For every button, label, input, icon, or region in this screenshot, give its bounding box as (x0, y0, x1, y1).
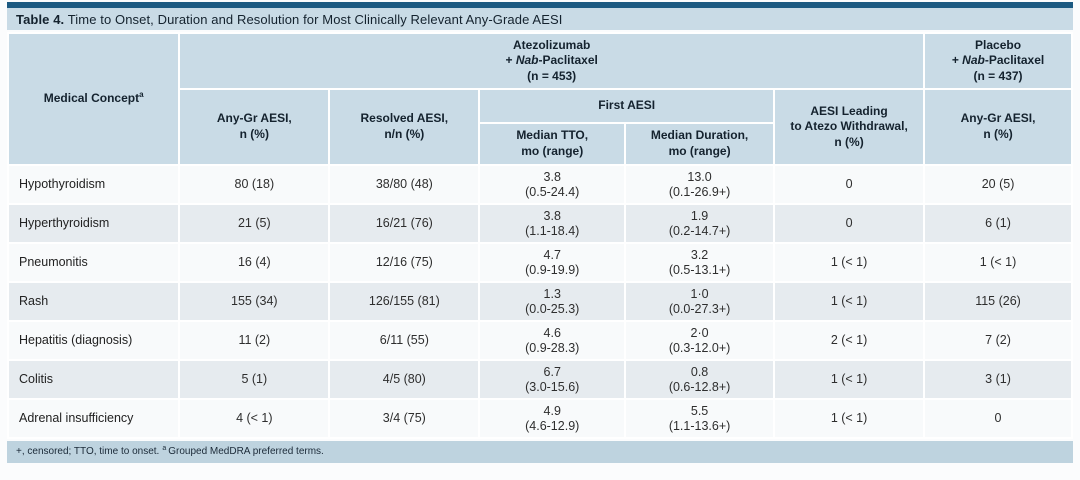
cell-resolved-aesi: 12/16 (75) (328, 242, 481, 283)
cell-medical-concept: Hepatitis (diagnosis) (6, 320, 181, 361)
cell-aesi-withdrawal: 1 (< 1) (773, 398, 926, 439)
cell-median-duration: 0.8 (0.6-12.8+) (624, 359, 776, 400)
cell-medical-concept: Rash (6, 281, 181, 322)
nab-italic: Nab (962, 53, 985, 68)
cell-median-tto: 3.8 (1.1-18.4) (478, 203, 627, 244)
table-header: Medical Concepta Atezolizumab + Nab-Pacl… (6, 32, 1073, 166)
col-header-resolved-aesi: Resolved AESI, n/n (%) (328, 88, 481, 166)
footnote-abbreviations: +, censored; TTO, time to onset. (16, 446, 160, 457)
cell-placebo-any-gr: 115 (26) (923, 281, 1073, 322)
cell-aesi-withdrawal: 1 (< 1) (773, 281, 926, 322)
table-row-colitis: Colitis 5 (1) 4/5 (80) 6.7 (3.0-15.6) 0.8… (6, 359, 1073, 400)
table-row-pneumonitis: Pneumonitis 16 (4) 12/16 (75) 4.7 (0.9-19… (6, 242, 1073, 283)
table-number-label: Table 4. (16, 12, 65, 27)
col-header-placebo-any-gr-aesi: Any-Gr AESI, n (%) (923, 88, 1073, 166)
col-header-median-tto: Median TTO, mo (range) (478, 122, 627, 166)
table-title: Table 4. Time to Onset, Duration and Res… (7, 8, 1073, 30)
nab-italic: Nab (515, 53, 539, 68)
placebo-arm-n: (n = 437) (973, 68, 1023, 83)
cell-placebo-any-gr: 0 (923, 398, 1073, 439)
footnote-meddra: Grouped MedDRA preferred terms. (168, 446, 324, 457)
cell-median-duration: 1.9 (0.2-14.7+) (624, 203, 776, 244)
cell-any-gr-aesi: 80 (18) (178, 164, 331, 205)
group-header-atezolizumab-arm: Atezolizumab + Nab-Paclitaxel (n = 453) (178, 32, 926, 90)
cell-medical-concept: Pneumonitis (6, 242, 181, 283)
cell-any-gr-aesi: 4 (< 1) (178, 398, 331, 439)
cell-aesi-withdrawal: 0 (773, 203, 926, 244)
col-header-median-duration: Median Duration, mo (range) (624, 122, 776, 166)
cell-median-duration: 5.5 (1.1-13.6+) (624, 398, 776, 439)
cell-median-tto: 6.7 (3.0-15.6) (478, 359, 627, 400)
cell-resolved-aesi: 38/80 (48) (328, 164, 481, 205)
cell-median-duration: 2·0 (0.3-12.0+) (624, 320, 776, 361)
table-body: Hypothyroidism 80 (18) 38/80 (48) 3.8 (0.… (6, 164, 1073, 439)
cell-placebo-any-gr: 3 (1) (923, 359, 1073, 400)
cell-resolved-aesi: 3/4 (75) (328, 398, 481, 439)
group-header-placebo-arm: Placebo + Nab-Paclitaxel (n = 437) (923, 32, 1073, 90)
col-header-aesi-withdrawal: AESI Leading to Atezo Withdrawal, n (%) (773, 88, 926, 166)
medical-concept-footnote-mark: a (139, 90, 144, 100)
cell-any-gr-aesi: 16 (4) (178, 242, 331, 283)
cell-aesi-withdrawal: 1 (< 1) (773, 242, 926, 283)
cell-medical-concept: Colitis (6, 359, 181, 400)
table-row-hepatitis: Hepatitis (diagnosis) 11 (2) 6/11 (55) 4… (6, 320, 1073, 361)
cell-any-gr-aesi: 155 (34) (178, 281, 331, 322)
cell-median-tto: 1.3 (0.0-25.3) (478, 281, 627, 322)
footnote-mark-a: a (162, 444, 167, 452)
cell-placebo-any-gr: 1 (< 1) (923, 242, 1073, 283)
cell-median-tto: 4.7 (0.9-19.9) (478, 242, 627, 283)
cell-aesi-withdrawal: 0 (773, 164, 926, 205)
col-header-medical-concept: Medical Concepta (6, 32, 181, 166)
group-header-first-aesi: First AESI (478, 88, 776, 124)
cell-medical-concept: Hyperthyroidism (6, 203, 181, 244)
cell-median-tto: 4.6 (0.9-28.3) (478, 320, 627, 361)
cell-resolved-aesi: 6/11 (55) (328, 320, 481, 361)
cell-resolved-aesi: 16/21 (76) (328, 203, 481, 244)
cell-median-duration: 1·0 (0.0-27.3+) (624, 281, 776, 322)
atezo-arm-n: (n = 453) (527, 68, 577, 83)
cell-medical-concept: Adrenal insufficiency (6, 398, 181, 439)
cell-median-duration: 3.2 (0.5-13.1+) (624, 242, 776, 283)
table-row-hyperthyroidism: Hyperthyroidism 21 (5) 16/21 (76) 3.8 (1.… (6, 203, 1073, 244)
aesi-table: Medical Concepta Atezolizumab + Nab-Pacl… (6, 32, 1073, 439)
cell-aesi-withdrawal: 1 (< 1) (773, 359, 926, 400)
cell-placebo-any-gr: 6 (1) (923, 203, 1073, 244)
table-row-hypothyroidism: Hypothyroidism 80 (18) 38/80 (48) 3.8 (0.… (6, 164, 1073, 205)
cell-median-tto: 3.8 (0.5-24.4) (478, 164, 627, 205)
cell-any-gr-aesi: 5 (1) (178, 359, 331, 400)
cell-resolved-aesi: 4/5 (80) (328, 359, 481, 400)
cell-placebo-any-gr: 7 (2) (923, 320, 1073, 361)
cell-median-duration: 13.0 (0.1-26.9+) (624, 164, 776, 205)
cell-aesi-withdrawal: 2 (< 1) (773, 320, 926, 361)
cell-median-tto: 4.9 (4.6-12.9) (478, 398, 627, 439)
col-header-any-gr-aesi: Any-Gr AESI, n (%) (178, 88, 331, 166)
table-row-rash: Rash 155 (34) 126/155 (81) 1.3 (0.0-25.3)… (6, 281, 1073, 322)
cell-resolved-aesi: 126/155 (81) (328, 281, 481, 322)
cell-placebo-any-gr: 20 (5) (923, 164, 1073, 205)
cell-any-gr-aesi: 11 (2) (178, 320, 331, 361)
footnote: +, censored; TTO, time to onset. a Grouped… (7, 441, 1073, 463)
cell-any-gr-aesi: 21 (5) (178, 203, 331, 244)
table-row-adrenal-insufficiency: Adrenal insufficiency 4 (< 1) 3/4 (75) 4… (6, 398, 1073, 439)
table-title-text: Time to Onset, Duration and Resolution f… (64, 12, 563, 27)
cell-medical-concept: Hypothyroidism (6, 164, 181, 205)
top-accent-bar (7, 2, 1073, 8)
